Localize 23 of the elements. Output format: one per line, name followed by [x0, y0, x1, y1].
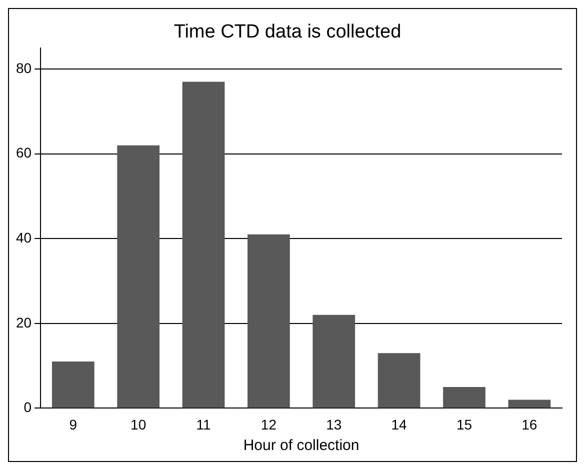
bar: [248, 234, 290, 408]
x-tick-label: 12: [260, 416, 277, 432]
x-tick-label: 14: [391, 416, 408, 432]
y-tick-label: 80: [16, 60, 32, 76]
chart-title: Time CTD data is collected: [174, 22, 402, 43]
x-tick-label: 11: [196, 416, 211, 432]
bar: [378, 353, 420, 408]
y-tick-label: 40: [16, 229, 32, 246]
x-tick-label: 16: [522, 416, 538, 432]
y-tick-label: 0: [24, 399, 32, 416]
bar: [312, 314, 356, 408]
bar: [52, 362, 94, 408]
bar: [508, 400, 551, 408]
bar: [117, 145, 160, 408]
x-tick-label: 15: [456, 416, 472, 432]
x-axis-title: Hour of collection: [243, 437, 360, 454]
y-tick-label: 60: [16, 144, 32, 161]
x-tick-label: 13: [326, 416, 342, 432]
bar: [182, 82, 225, 408]
y-tick-label: 20: [16, 314, 32, 330]
bar: [443, 387, 486, 408]
x-tick-label: 9: [69, 416, 78, 432]
x-tick-label: 10: [130, 416, 146, 432]
